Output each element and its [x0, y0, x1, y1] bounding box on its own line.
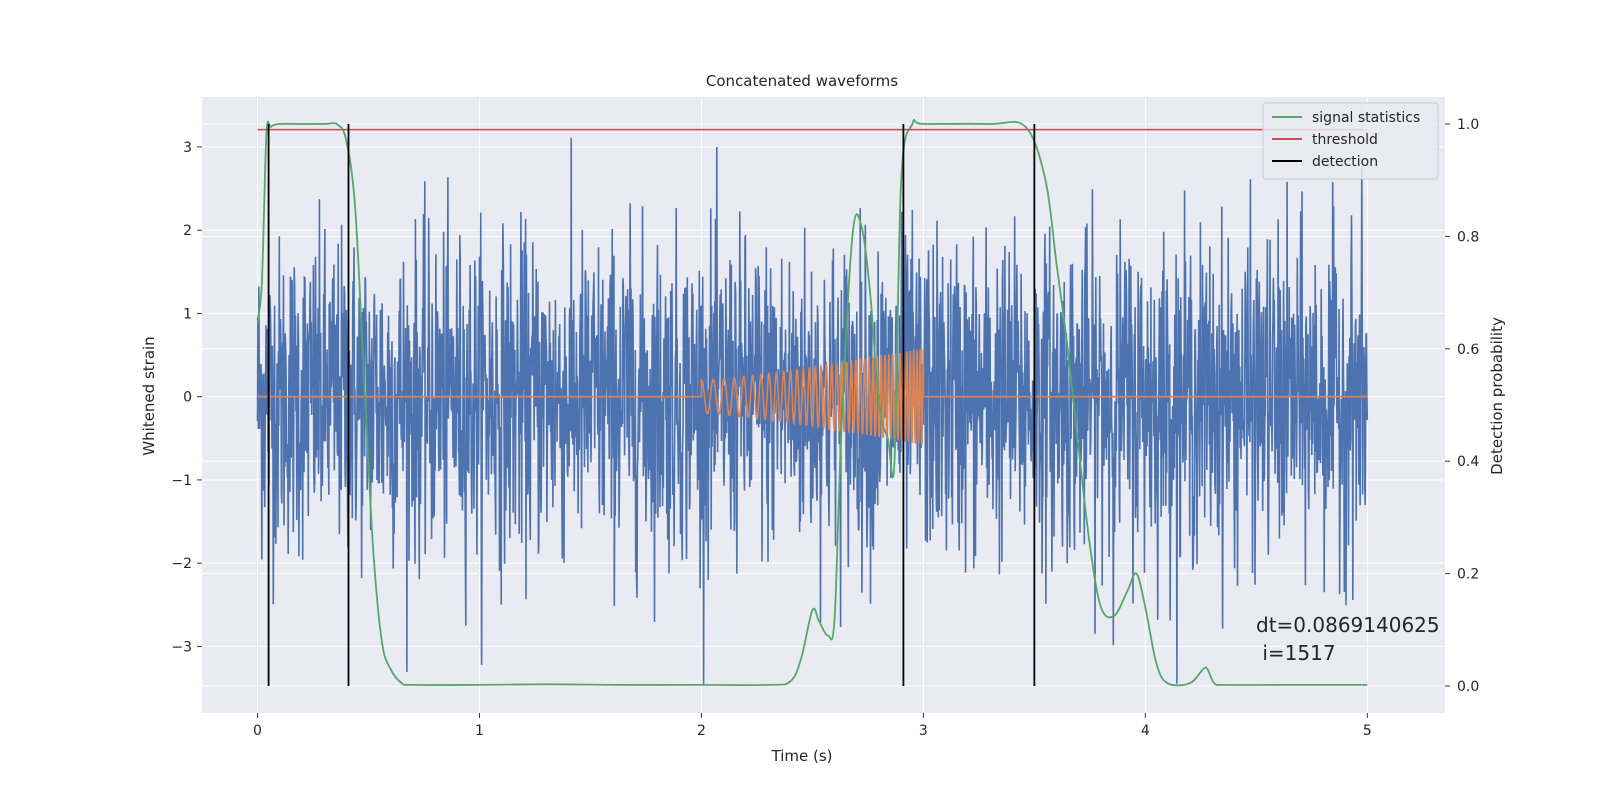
y2-tick-label: 0.4 [1457, 454, 1479, 470]
x-tick-label: 4 [1141, 723, 1150, 739]
y-tick-label: −1 [171, 473, 192, 489]
annotation-dt: dt=0.0869140625 [1256, 613, 1440, 637]
annotation-i: i=1517 [1256, 641, 1336, 665]
y2-axis-label: Detection probability [1488, 317, 1506, 475]
signal-statistics-series [256, 118, 1368, 687]
legend-label: threshold [1312, 132, 1378, 148]
x-tick-label: 3 [919, 723, 928, 739]
y2-tick-label: 1.0 [1457, 117, 1479, 133]
y-tick-label: 0 [183, 390, 192, 406]
y-tick-label: 1 [183, 306, 192, 322]
x-tick-label: 5 [1363, 723, 1372, 739]
y-axis-label: Whitened strain [140, 336, 158, 455]
y-tick-label: −3 [171, 639, 192, 655]
legend-label: signal statistics [1312, 110, 1420, 126]
x-axis-label: Time (s) [771, 747, 833, 765]
strain-series [256, 137, 1369, 684]
y-tick-label: −2 [171, 556, 192, 572]
y2-tick-label: 0.0 [1457, 679, 1479, 695]
y2-tick-label: 0.8 [1457, 229, 1479, 245]
y-tick-label: 2 [183, 223, 192, 239]
y2-tick-label: 0.6 [1457, 342, 1479, 358]
axes: 0 1 2 3 4 5 −3 −2 −1 0 1 2 3 0.0 0.2 0.4 0.6 0.8 1.0 [171, 117, 1479, 739]
x-tick-label: 2 [697, 723, 706, 739]
y-tick-label: 3 [183, 140, 192, 156]
x-tick-label: 1 [475, 723, 484, 739]
x-tick-label: 0 [253, 723, 262, 739]
chart-title: Concatenated waveforms [706, 72, 898, 90]
legend-label: detection [1312, 154, 1378, 170]
y2-tick-label: 0.2 [1457, 567, 1479, 583]
template-series [257, 347, 1368, 445]
legend-box [1262, 102, 1439, 180]
legend: signal statistics threshold detection [1262, 102, 1439, 180]
